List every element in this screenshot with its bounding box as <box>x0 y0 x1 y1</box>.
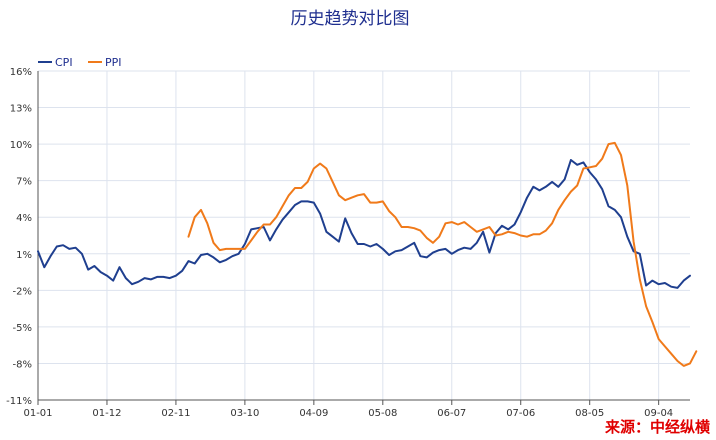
x-tick-label: 06-07 <box>437 408 466 419</box>
source-label: 来源：中经纵横 <box>604 418 711 436</box>
x-tick-label: 02-11 <box>161 408 190 419</box>
y-tick-label: -5% <box>13 323 32 334</box>
y-tick-labels: 16% 13% 10% 7% 4% 1% -2% -5% -8% -11% <box>6 67 32 407</box>
chart-title: 历史趋势对比图 <box>291 9 410 29</box>
legend: CPI PPI <box>38 56 122 69</box>
x-tick-labels: 01-01 01-12 02-11 03-10 04-09 05-08 06-07 07-06… <box>23 408 673 419</box>
y-tick-label: -11% <box>6 396 32 407</box>
series-line-ppi <box>187 141 698 367</box>
grid-lines <box>37 70 690 401</box>
y-tick-label: 16% <box>10 67 32 78</box>
y-tick-label: 10% <box>10 140 32 151</box>
y-tick-label: -2% <box>13 286 32 297</box>
x-tick-label: 08-05 <box>575 408 604 419</box>
legend-label-cpi: CPI <box>55 56 73 69</box>
legend-label-ppi: PPI <box>105 56 122 69</box>
x-tick-label: 01-12 <box>92 408 121 419</box>
axes <box>37 71 690 405</box>
y-tick-label: -8% <box>13 359 32 370</box>
series-line-cpi <box>37 159 691 289</box>
x-tick-label: 07-06 <box>506 408 535 419</box>
x-tick-label: 04-09 <box>299 408 328 419</box>
x-tick-label: 01-01 <box>23 408 52 419</box>
y-tick-label: 7% <box>16 177 32 188</box>
x-tick-label: 05-08 <box>368 408 397 419</box>
x-tick-label: 09-04 <box>644 408 673 419</box>
y-tick-label: 4% <box>16 213 32 224</box>
series-lines <box>37 141 698 367</box>
y-tick-label: 1% <box>16 250 32 261</box>
y-tick-label: 13% <box>10 104 32 115</box>
x-tick-label: 03-10 <box>230 408 259 419</box>
